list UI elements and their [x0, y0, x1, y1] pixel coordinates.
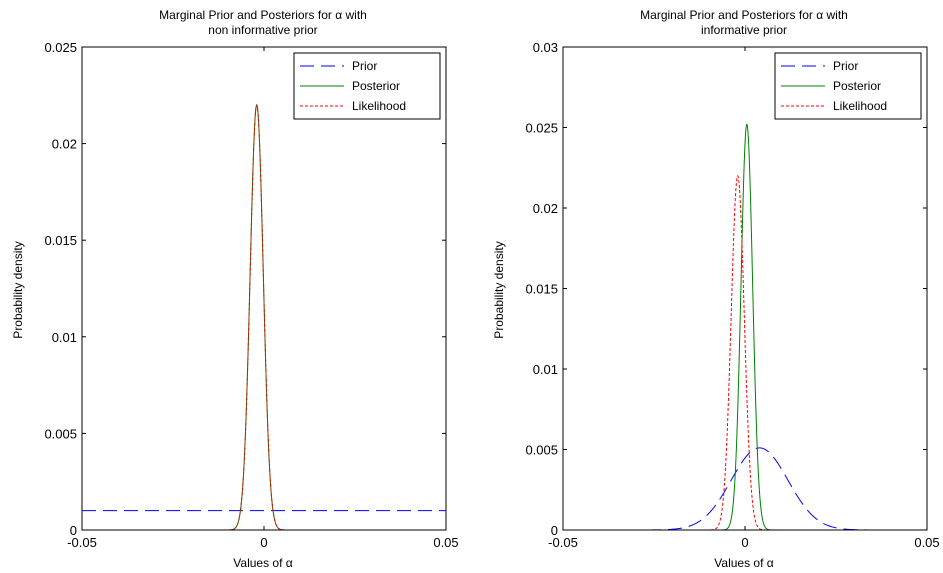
- y-tick-label: 0.03: [533, 40, 558, 55]
- chart-informative-prior: Marginal Prior and Posteriors for α with…: [492, 8, 940, 570]
- y-tick-label: 0.025: [525, 121, 558, 136]
- legend-label-likelihood: Likelihood: [352, 99, 406, 113]
- series-line-likelihood: [169, 103, 348, 530]
- chart-title-line1: Marginal Prior and Posteriors for α with: [159, 8, 367, 22]
- plot-area: -0.05 0 0.0500.0050.010.0150.020.0250.03Pr…: [525, 40, 939, 550]
- x-tick-label: -0.05: [67, 535, 97, 550]
- y-tick-label: 0: [70, 523, 77, 538]
- x-tick-label: 0.05: [914, 535, 939, 550]
- legend-label-likelihood: Likelihood: [833, 99, 887, 113]
- y-tick-label: 0.01: [52, 330, 77, 345]
- y-tick-label: 0.015: [44, 233, 77, 248]
- series-line-posterior: [650, 123, 829, 530]
- plot-area: -0.05 0 0.0500.0050.010.0150.020.025PriorP…: [44, 40, 458, 550]
- x-axis-label: Values of α: [233, 556, 292, 570]
- chart-title-line2: non informative prior: [208, 23, 317, 37]
- y-tick-label: 0: [551, 523, 558, 538]
- y-axis-label: Probability density: [492, 241, 506, 338]
- y-axis-label: Probability density: [11, 241, 25, 338]
- x-tick-label: -0.05: [548, 535, 578, 550]
- legend-label-posterior: Posterior: [833, 79, 881, 93]
- y-tick-label: 0.015: [525, 282, 558, 297]
- legend: Prior Posterior Likelihood: [293, 52, 441, 120]
- chart-title-line1: Marginal Prior and Posteriors for α with: [640, 8, 848, 22]
- x-tick-label: 0: [741, 535, 748, 550]
- y-tick-label: 0.005: [525, 443, 558, 458]
- legend-label-prior: Prior: [352, 59, 377, 73]
- y-tick-label: 0.025: [44, 40, 77, 55]
- legend-label-prior: Prior: [833, 59, 858, 73]
- y-tick-label: 0.005: [44, 426, 77, 441]
- x-tick-label: 0: [260, 535, 267, 550]
- chart-noninformative-prior: Marginal Prior and Posteriors for α with…: [11, 8, 459, 570]
- y-tick-label: 0.02: [52, 137, 77, 152]
- chart-title-line2: informative prior: [701, 23, 787, 37]
- x-tick-label: 0.05: [433, 535, 458, 550]
- legend-label-posterior: Posterior: [352, 79, 400, 93]
- x-axis-label: Values of α: [714, 556, 773, 570]
- y-tick-label: 0.01: [533, 362, 558, 377]
- legend: Prior Posterior Likelihood: [774, 52, 922, 120]
- y-tick-label: 0.02: [533, 201, 558, 216]
